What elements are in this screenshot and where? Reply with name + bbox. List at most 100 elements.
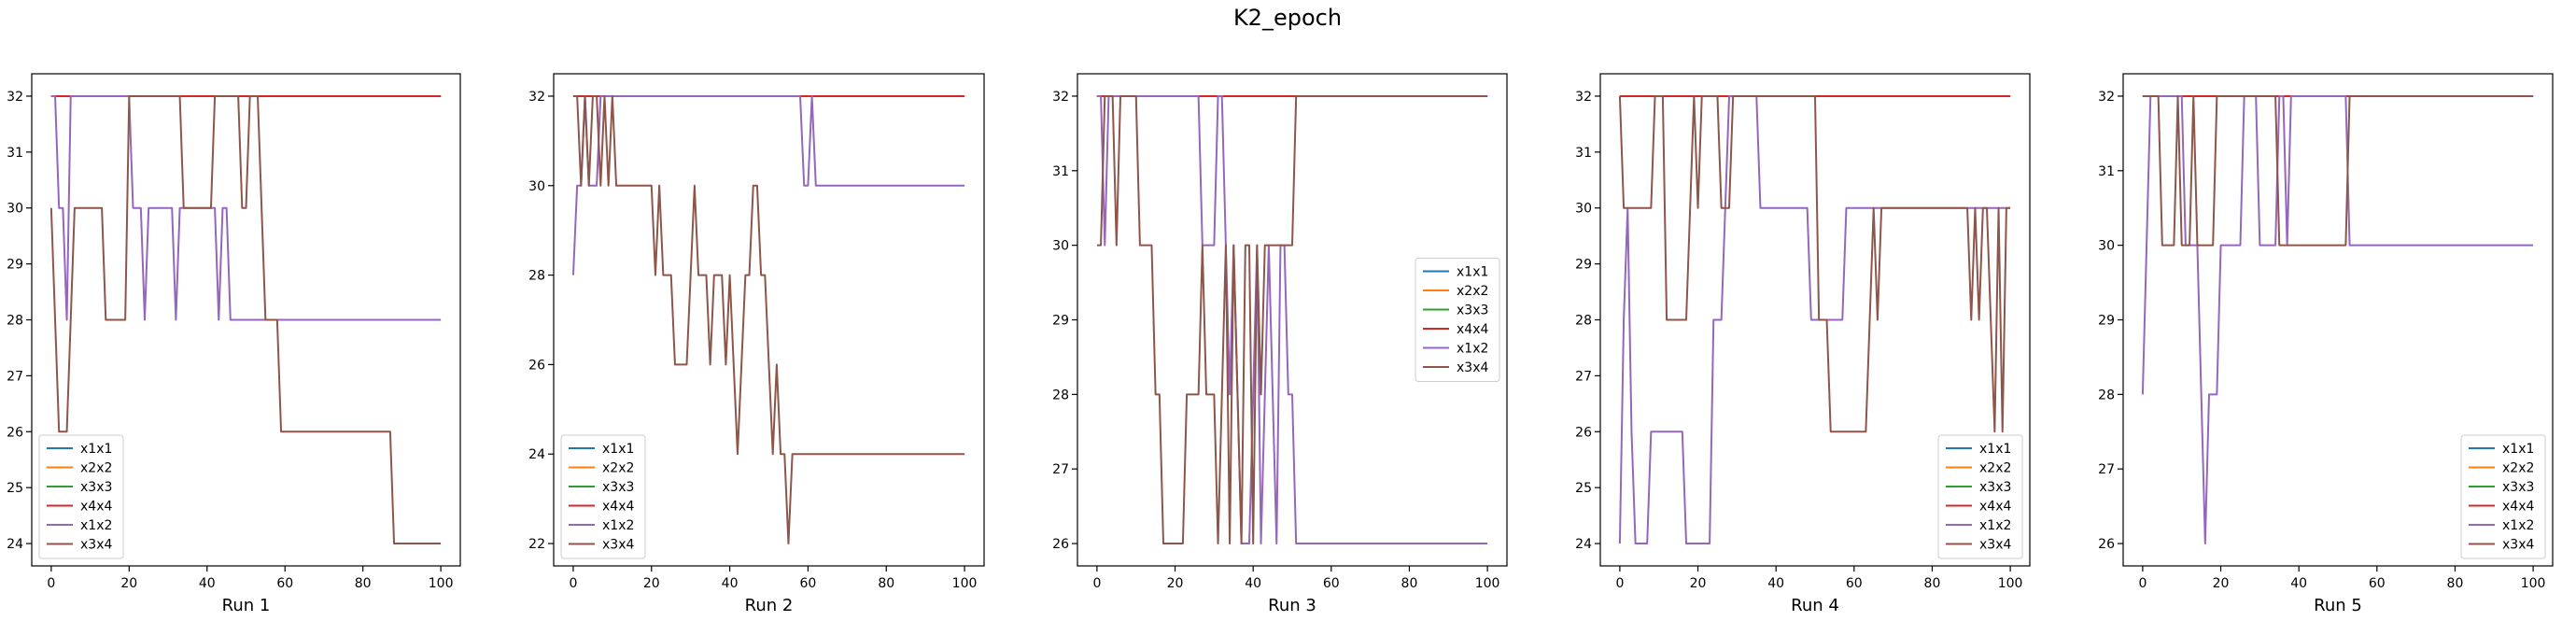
y-tick-label: 31 — [1052, 164, 1069, 179]
x-tick-label: 40 — [2290, 576, 2307, 591]
y-tick-label: 29 — [2098, 314, 2115, 329]
legend-label-x2x2: x2x2 — [80, 461, 112, 476]
legend-label-x2x2: x2x2 — [1979, 461, 2011, 476]
legend-label-x1x2: x1x2 — [1457, 342, 1488, 357]
axes-frame — [553, 73, 985, 567]
x-tick-label: 80 — [1924, 576, 1941, 591]
y-tick-label: 29 — [1052, 314, 1069, 329]
y-tick-label: 28 — [7, 314, 23, 329]
x-tick-label: 0 — [1615, 576, 1624, 591]
legend-label-x2x2: x2x2 — [602, 461, 634, 476]
x-axis-label: Run 2 — [745, 596, 794, 615]
legend-label-x3x4: x3x4 — [2502, 538, 2534, 553]
legend-box — [560, 434, 646, 559]
y-tick-label: 28 — [2098, 388, 2115, 402]
y-tick-label: 28 — [528, 269, 545, 284]
y-tick-label: 26 — [1575, 425, 1592, 440]
x-tick-label: 40 — [1767, 576, 1784, 591]
x-tick-label: 60 — [276, 576, 293, 591]
y-tick-label: 26 — [2098, 537, 2115, 552]
legend: x1x1 x2x2 x3x3 x4x4 x1x2 x3x4 — [560, 434, 646, 559]
x-tick-label: 60 — [1323, 576, 1340, 591]
series-line-x1x2 — [2141, 94, 2534, 545]
y-tick-label: 28 — [1052, 388, 1069, 402]
legend-box — [2460, 434, 2546, 559]
legend-label-x3x4: x3x4 — [1979, 538, 2011, 553]
legend-label-x1x2: x1x2 — [1979, 518, 2011, 533]
x-tick-label: 20 — [120, 576, 137, 591]
legend: x1x1 x2x2 x3x3 x4x4 x1x2 x3x4 — [1937, 434, 2023, 559]
subplot-panels: 0 20 40 60 80 100 24 25 26 27 28 29 30 31 32 Run 1 x1x1 x… — [7, 73, 2554, 615]
legend-label-x3x3: x3x3 — [2502, 480, 2534, 495]
legend-label-x3x3: x3x3 — [1979, 480, 2011, 495]
y-tick-label: 31 — [2098, 164, 2115, 179]
legend-label-x4x4: x4x4 — [1457, 322, 1488, 337]
x-tick-label: 40 — [722, 576, 739, 591]
legend-label-x3x4: x3x4 — [602, 538, 634, 553]
y-tick-label: 27 — [1052, 462, 1069, 477]
legend-label-x1x2: x1x2 — [2502, 518, 2534, 533]
x-axis-label: Run 1 — [222, 596, 271, 615]
legend: x1x1 x2x2 x3x3 x4x4 x1x2 x3x4 — [1415, 258, 1500, 382]
y-tick-label: 25 — [1575, 481, 1592, 496]
x-tick-label: 0 — [2138, 576, 2147, 591]
x-tick-label: 40 — [1245, 576, 1261, 591]
y-tick-label: 25 — [7, 481, 23, 496]
series-line-x3x4 — [1096, 94, 1488, 545]
y-tick-label: 27 — [2098, 462, 2115, 477]
legend-label-x3x4: x3x4 — [1457, 360, 1488, 375]
y-tick-label: 32 — [7, 90, 23, 105]
x-tick-label: 0 — [1092, 576, 1101, 591]
legend-label-x3x3: x3x3 — [1457, 303, 1488, 318]
x-tick-label: 20 — [1167, 576, 1184, 591]
series-line-x1x2 — [1618, 94, 2011, 545]
legend-label-x4x4: x4x4 — [2502, 500, 2534, 515]
y-tick-label: 32 — [528, 90, 545, 105]
x-tick-label: 80 — [878, 576, 894, 591]
y-tick-label: 26 — [7, 425, 23, 440]
x-tick-label: 100 — [2521, 576, 2546, 591]
x-tick-label: 20 — [1690, 576, 1707, 591]
y-tick-label: 30 — [1575, 202, 1592, 217]
x-tick-label: 100 — [1998, 576, 2023, 591]
subplot-run-2: 0 20 40 60 80 100 22 24 26 28 30 32 Run 2 x1x1 x2x2 x3x… — [528, 73, 985, 615]
series-lines — [49, 94, 442, 545]
x-tick-label: 20 — [643, 576, 660, 591]
y-tick-label: 27 — [1575, 369, 1592, 384]
series-line-x3x4 — [49, 94, 442, 545]
y-tick-label: 31 — [1575, 146, 1592, 161]
legend-label-x1x1: x1x1 — [1979, 442, 2011, 457]
y-tick-label: 32 — [1575, 90, 1592, 105]
y-tick-label: 24 — [528, 447, 545, 462]
y-tick-label: 29 — [1575, 258, 1592, 273]
legend-label-x4x4: x4x4 — [1979, 500, 2011, 515]
x-tick-label: 100 — [952, 576, 978, 591]
x-tick-label: 60 — [799, 576, 816, 591]
legend-label-x2x2: x2x2 — [1457, 284, 1488, 299]
x-tick-label: 60 — [1846, 576, 1863, 591]
x-tick-label: 80 — [2447, 576, 2464, 591]
series-lines — [1096, 94, 1488, 545]
y-tick-label: 26 — [1052, 537, 1069, 552]
x-tick-label: 80 — [1401, 576, 1418, 591]
legend-label-x1x2: x1x2 — [80, 518, 112, 533]
y-tick-label: 28 — [1575, 314, 1592, 329]
y-tick-label: 32 — [2098, 90, 2115, 105]
series-line-x1x2 — [50, 94, 442, 321]
series-lines — [571, 94, 965, 545]
x-axis-label: Run 4 — [1791, 596, 1839, 615]
x-tick-label: 0 — [569, 576, 577, 591]
y-tick-label: 26 — [528, 358, 545, 373]
x-tick-label: 20 — [2213, 576, 2230, 591]
legend-box — [1937, 434, 2023, 559]
legend-box — [38, 434, 124, 559]
x-tick-label: 80 — [355, 576, 372, 591]
legend-label-x3x3: x3x3 — [80, 480, 112, 495]
legend: x1x1 x2x2 x3x3 x4x4 x1x2 x3x4 — [38, 434, 124, 559]
y-tick-label: 30 — [2098, 239, 2115, 254]
legend-box — [1415, 258, 1500, 382]
